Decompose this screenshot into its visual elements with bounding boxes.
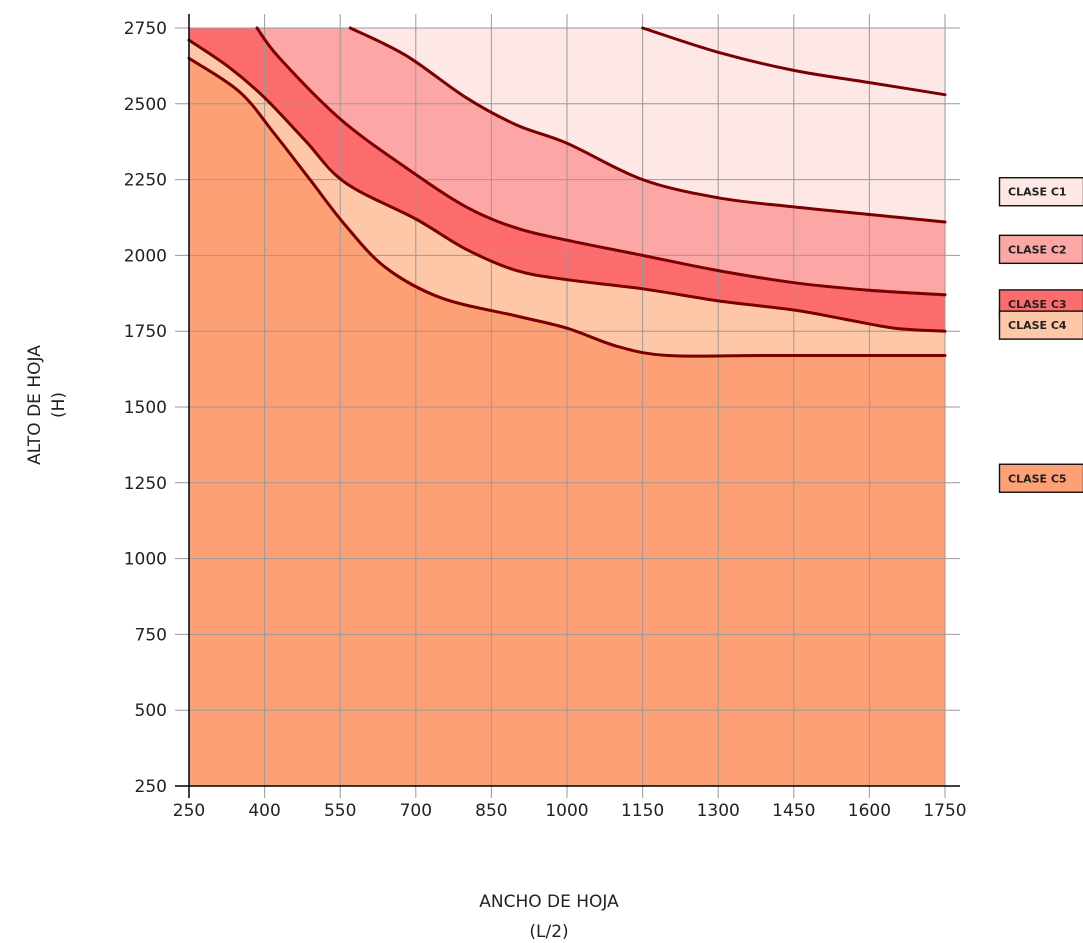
y-tick-label: 1250 <box>124 474 167 494</box>
y-axis-subtitle: (H) <box>49 392 69 418</box>
legend-label-clase-c3: CLASE C3 <box>1008 298 1067 311</box>
y-tick-label: 250 <box>135 777 167 797</box>
x-tick-label: 400 <box>248 801 280 821</box>
axes <box>175 14 960 798</box>
y-tick-label: 1500 <box>124 398 167 418</box>
x-tick-label: 1000 <box>545 801 588 821</box>
x-tick-label: 1750 <box>923 801 966 821</box>
x-tick-label: 850 <box>475 801 507 821</box>
legend-swatch-clase-c1 <box>998 177 1083 207</box>
legend-swatch-clase-c5 <box>998 463 1083 493</box>
legend-label-clase-c5: CLASE C5 <box>1008 472 1067 485</box>
y-tick-label: 2000 <box>124 246 167 266</box>
x-tick-label: 1450 <box>772 801 815 821</box>
y-tick-label: 1750 <box>124 322 167 342</box>
x-tick-label: 1300 <box>697 801 740 821</box>
x-tick-label: 1600 <box>848 801 891 821</box>
y-axis-title: ALTO DE HOJA <box>25 345 45 465</box>
y-tick-label: 500 <box>135 701 167 721</box>
legend-label-clase-c1: CLASE C1 <box>1008 186 1067 199</box>
boundary-c1-c2 <box>348 26 947 224</box>
x-tick-label: 1150 <box>621 801 664 821</box>
x-tick-label: 250 <box>173 801 205 821</box>
legend-swatch-clase-c4 <box>998 310 1083 340</box>
x-tick-label: 700 <box>400 801 432 821</box>
y-tick-label: 2500 <box>124 95 167 115</box>
boundary-c4-c5 <box>187 56 947 358</box>
boundary-c1-upper <box>641 26 947 97</box>
y-tick-label: 2250 <box>124 171 167 191</box>
legend-label-clase-c4: CLASE C4 <box>1008 319 1067 332</box>
x-tick-label: 550 <box>324 801 356 821</box>
boundary-c2-c3 <box>255 26 947 297</box>
class-boundaries <box>187 26 947 358</box>
legend-swatch-clase-c2 <box>998 234 1083 265</box>
y-tick-label: 1000 <box>124 550 167 570</box>
x-axis-subtitle: (L/2) <box>529 922 568 942</box>
x-axis-title: ANCHO DE HOJA <box>479 892 619 912</box>
tick-labels: 250 400 550 700 850 1000 1150 1300 1450 1600 1750 2… <box>124 19 967 821</box>
legend-label-clase-c2: CLASE C2 <box>1008 243 1067 256</box>
y-tick-label: 2750 <box>124 19 167 39</box>
legend: CLASE C1 CLASE C2 CLASE C3 CLASE C4 CLASE C5 <box>998 177 1083 493</box>
boundary-c3-c4 <box>187 38 947 333</box>
y-tick-label: 750 <box>135 625 167 645</box>
